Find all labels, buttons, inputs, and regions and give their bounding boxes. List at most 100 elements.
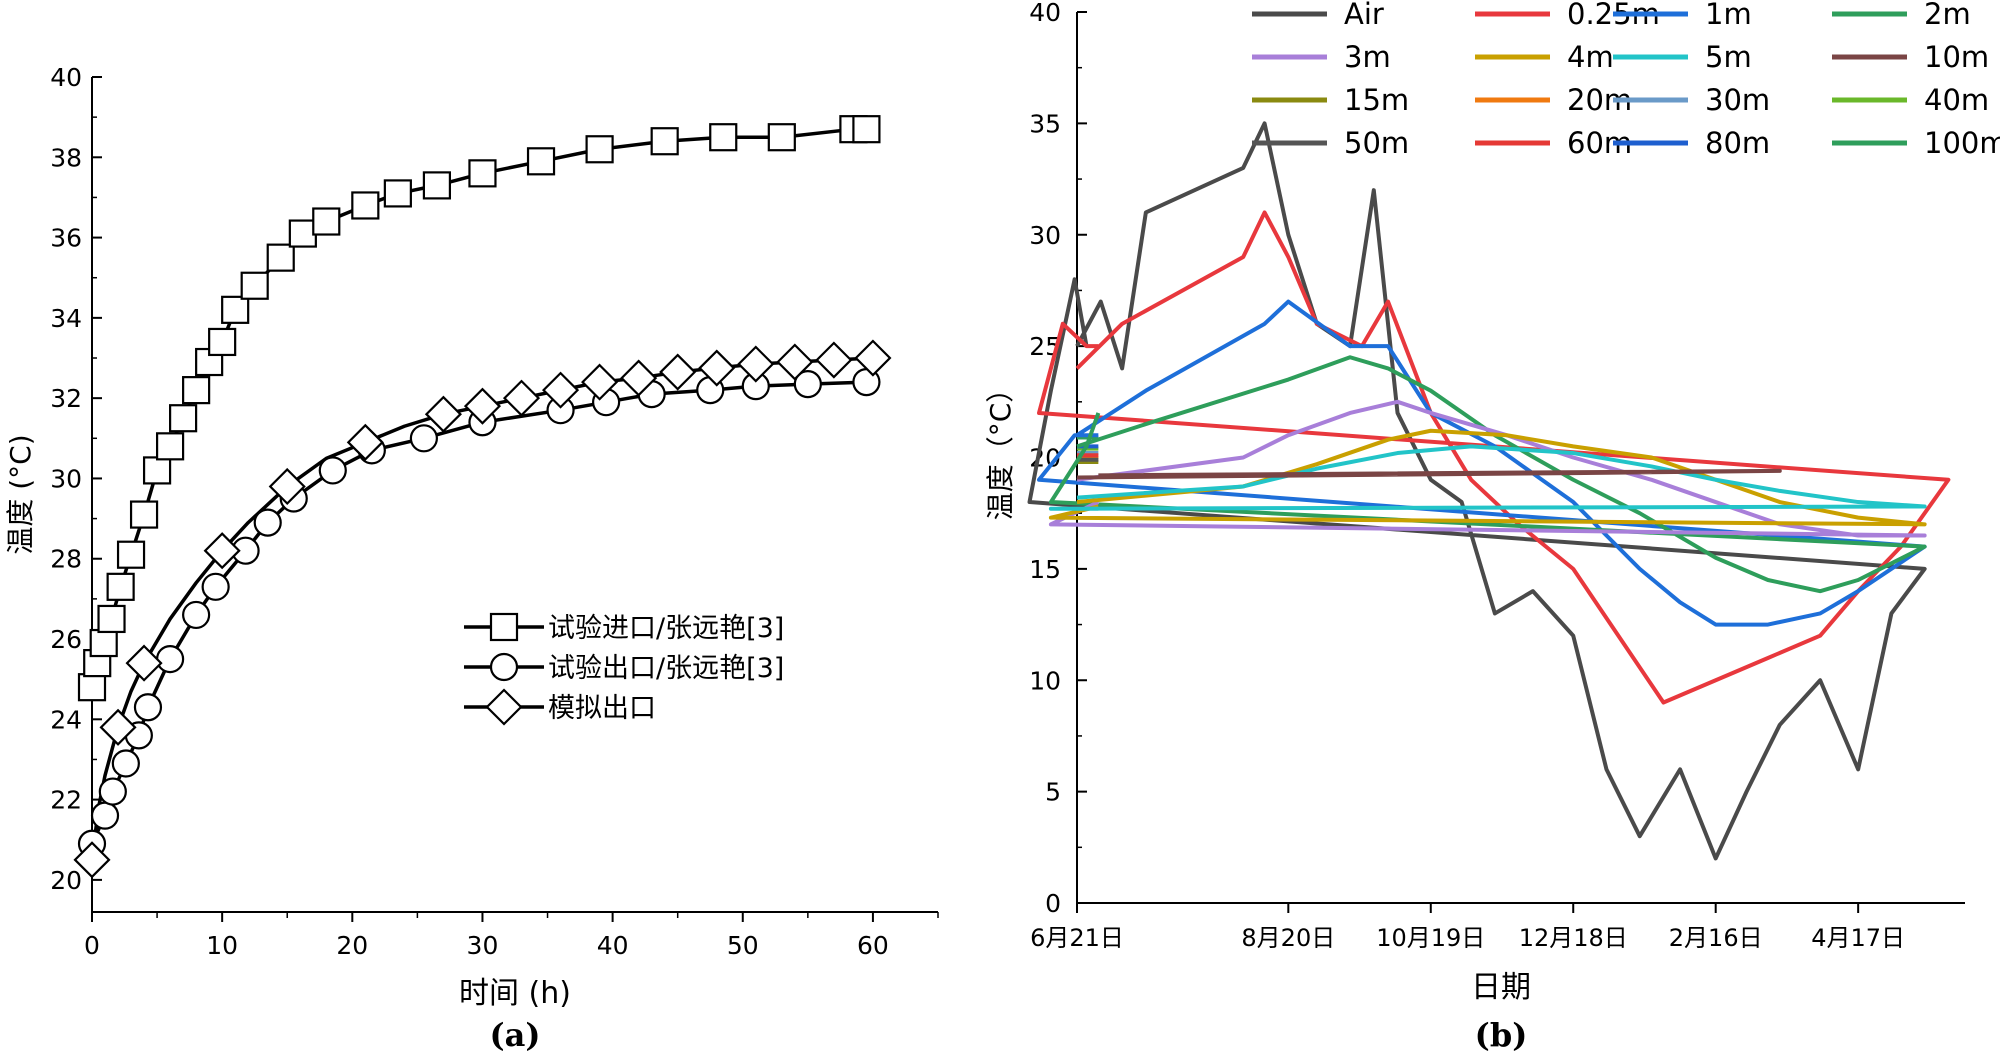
- a-data-point-square: [852, 115, 881, 144]
- a-y-tick-label: 26: [50, 625, 82, 654]
- a-data-point-diamond: [502, 379, 541, 417]
- a-x-tick-label: 50: [727, 931, 759, 960]
- a-data-point-circle: [182, 600, 211, 630]
- a-data-point-square: [77, 673, 107, 702]
- b-series-line-10m: [1076, 468, 1782, 480]
- b-x-tick-label: 2月16日: [1669, 924, 1763, 952]
- a-data-point-square: [709, 123, 738, 152]
- b-legend-label: 3m: [1344, 40, 1391, 74]
- b-y-axis-label: 温度（°C）: [984, 375, 1017, 521]
- a-data-point-square: [182, 376, 211, 405]
- b-series-line-0.25m: [1037, 210, 1951, 705]
- a-data-point-diamond: [659, 353, 697, 391]
- b-legend-label: 80m: [1705, 126, 1770, 160]
- a-legend-marker-square: [489, 612, 519, 642]
- a-x-tick-label: 60: [857, 931, 889, 960]
- b-legend-label: 2m: [1924, 0, 1971, 31]
- a-data-point-diamond: [73, 841, 111, 879]
- b-legend-label: 4m: [1567, 40, 1614, 74]
- a-data-point-diamond: [203, 532, 241, 570]
- a-data-point-diamond: [737, 345, 775, 383]
- a-x-tick-label: 30: [467, 931, 499, 960]
- b-legend-label: 100m: [1924, 126, 2000, 160]
- a-data-point-square: [288, 219, 317, 248]
- a-legend-label: 模拟出口: [548, 693, 656, 724]
- b-x-tick-label: 10月19日: [1376, 924, 1485, 952]
- a-y-tick-label: 28: [50, 545, 82, 574]
- a-data-point-diamond: [698, 349, 736, 387]
- a-x-tick-label: 40: [597, 931, 629, 960]
- b-x-tick-label: 8月20日: [1241, 924, 1335, 952]
- a-data-point-diamond: [99, 708, 137, 746]
- a-y-tick-label: 38: [50, 143, 82, 172]
- a-y-axis-label: 温度 (°C): [4, 434, 37, 554]
- a-y-tick-label: 20: [50, 866, 82, 895]
- b-x-tick-label: 6月21日: [1030, 924, 1124, 952]
- a-data-point-square: [351, 191, 380, 220]
- a-data-point-diamond: [815, 341, 853, 379]
- a-data-point-square: [155, 432, 185, 461]
- a-data-point-circle: [201, 572, 230, 601]
- a-data-point-square: [221, 295, 250, 324]
- b-series-line-5m: [1048, 444, 1927, 511]
- b-legend-label: 10m: [1924, 40, 1989, 74]
- a-data-point-diamond: [776, 343, 814, 381]
- a-x-axis-label: 时间 (h): [459, 976, 571, 1011]
- b-series-line-4m: [1048, 428, 1927, 527]
- a-legend-marker-diamond: [485, 688, 523, 726]
- a-panel-label: (a): [489, 1016, 540, 1054]
- b-y-tick-label: 10: [1029, 666, 1061, 695]
- a-data-point-square: [468, 159, 497, 188]
- a-data-point-diamond: [125, 644, 163, 682]
- a-y-tick-label: 24: [50, 705, 82, 734]
- a-data-point-square: [312, 207, 341, 236]
- a-data-point-square: [585, 135, 614, 164]
- a-data-point-circle: [253, 508, 282, 537]
- a-data-point-square: [650, 127, 679, 156]
- a-data-point-circle: [155, 644, 185, 674]
- a-data-point-square: [169, 404, 198, 433]
- a-data-point-circle: [318, 456, 347, 485]
- a-data-point-diamond: [268, 467, 306, 506]
- a-legend-label: 试验出口/张远艳[3]: [548, 653, 784, 684]
- b-legend-label: 50m: [1344, 126, 1409, 160]
- b-series-line-Air: [1027, 121, 1927, 861]
- a-data-point-circle: [90, 801, 120, 830]
- b-x-tick-label: 12月18日: [1519, 924, 1628, 952]
- a-data-point-square: [240, 271, 269, 300]
- a-data-point-diamond: [541, 371, 580, 409]
- a-legend-marker-circle: [489, 652, 519, 682]
- a-data-point-diamond: [854, 339, 892, 377]
- a-data-point-square: [767, 123, 796, 152]
- a-data-point-square: [89, 628, 118, 658]
- b-legend-label: 1m: [1705, 0, 1752, 31]
- b-x-axis-label: 日期: [1471, 970, 1531, 1005]
- a-y-tick-label: 36: [50, 224, 82, 253]
- a-data-point-circle: [111, 749, 140, 778]
- a-legend-label: 试验进口/张远艳[3]: [548, 613, 784, 644]
- b-y-tick-label: 30: [1029, 221, 1061, 250]
- a-data-point-diamond: [620, 359, 658, 397]
- a-y-tick-label: 32: [50, 384, 82, 413]
- a-data-point-square: [142, 456, 172, 485]
- b-legend-label: 40m: [1924, 83, 1989, 117]
- a-data-point-circle: [98, 777, 127, 806]
- a-data-point-square: [526, 147, 556, 176]
- a-data-point-square: [97, 604, 126, 634]
- a-y-tick-label: 40: [50, 63, 82, 92]
- a-y-tick-label: 22: [50, 786, 82, 815]
- b-y-tick-label: 0: [1045, 889, 1061, 918]
- a-data-point-circle: [133, 693, 163, 722]
- a-x-tick-label: 10: [206, 931, 238, 960]
- a-data-point-square: [116, 540, 146, 569]
- a-data-point-diamond: [424, 395, 462, 433]
- a-data-point-square: [383, 179, 412, 208]
- b-legend-label: 30m: [1705, 83, 1770, 117]
- b-legend-label: Air: [1344, 0, 1384, 31]
- a-data-point-square: [106, 572, 135, 601]
- b-y-tick-label: 35: [1029, 109, 1061, 138]
- a-data-point-circle: [409, 424, 438, 453]
- a-data-point-square: [129, 500, 159, 529]
- a-data-point-diamond: [463, 387, 502, 425]
